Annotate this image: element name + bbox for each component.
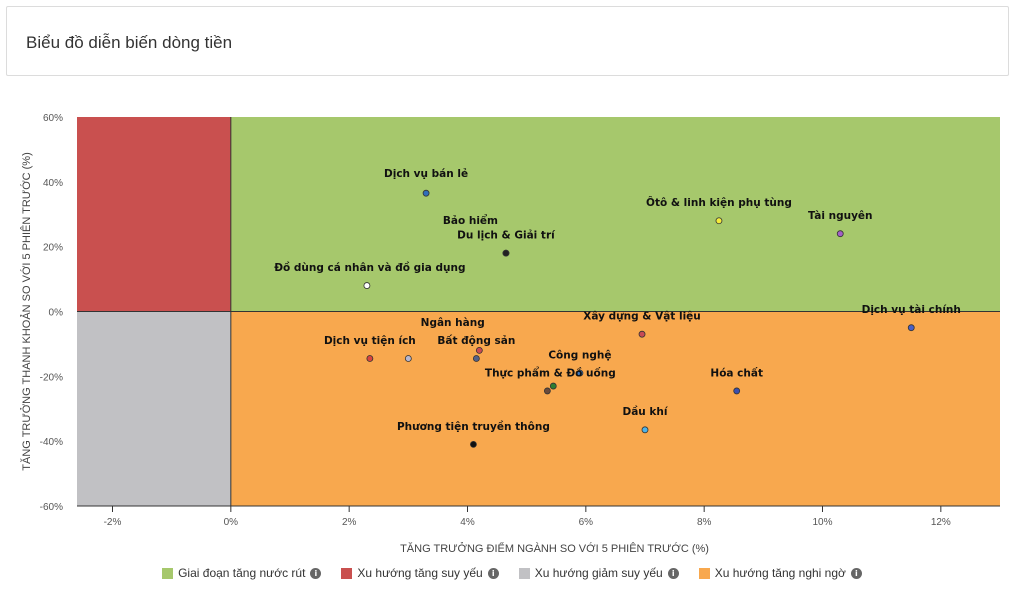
quadrant-top-left — [77, 117, 231, 312]
data-point — [422, 189, 430, 197]
data-point — [472, 355, 480, 362]
data-label: Đồ dùng cá nhân và đồ gia dụng — [274, 261, 465, 274]
quadrant-bottom-right — [230, 311, 1001, 506]
cashflow-scatter-chart: -2% 0% 2% 4% 6% 8% 10% 12% -60% -40% -20% 0% 20% 40% 6… — [20, 113, 1001, 555]
data-point — [366, 355, 374, 362]
data-label: Xây dựng & Vật liệu — [583, 311, 701, 323]
data-point — [549, 382, 557, 390]
data-label: Bảo hiểm — [443, 214, 498, 227]
data-point — [404, 355, 412, 362]
y-tick-label: -60% — [40, 502, 63, 513]
data-point — [641, 426, 649, 434]
info-icon[interactable]: i — [667, 567, 679, 579]
data-label: Ôtô & linh kiện phụ tùng — [646, 196, 792, 209]
legend-swatch — [162, 567, 174, 579]
data-point — [638, 330, 646, 338]
data-label: Ngân hàng — [421, 317, 485, 329]
y-tick-label: -40% — [40, 437, 63, 448]
y-tick-label: 0% — [49, 308, 64, 319]
x-tick-label: 10% — [812, 517, 832, 528]
data-label: Bất động sản — [437, 334, 515, 347]
info-icon[interactable]: i — [487, 567, 499, 579]
info-icon[interactable]: i — [850, 567, 862, 579]
y-tick-label: 20% — [43, 243, 63, 254]
quadrant-bottom-left — [77, 311, 231, 506]
x-tick-label: 0% — [224, 517, 239, 528]
data-point — [576, 369, 584, 377]
x-tick-label: -2% — [104, 517, 122, 528]
data-label: Thực phẩm & Đồ uống — [485, 366, 616, 379]
data-point — [836, 230, 844, 238]
legend-label: Giai đoạn tăng nước rút — [178, 566, 306, 580]
y-tick-label: -20% — [40, 372, 63, 383]
info-icon[interactable]: i — [310, 567, 322, 579]
x-tick-label: 12% — [931, 517, 951, 528]
legend-label: Xu hướng tăng suy yếu — [357, 566, 483, 580]
legend-label: Xu hướng giảm suy yếu — [534, 566, 663, 580]
x-tick-label: 4% — [460, 517, 475, 528]
data-label: Tài nguyên — [808, 210, 873, 222]
data-label: Du lịch & Giải trí — [457, 230, 556, 242]
y-tick-label: 60% — [43, 113, 63, 124]
x-tick-label: 2% — [342, 517, 357, 528]
quadrant-top-right — [230, 117, 1001, 312]
data-label: Phương tiện truyền thông — [397, 420, 550, 433]
data-label: Hóa chất — [710, 366, 763, 379]
x-tick-label: 8% — [697, 517, 712, 528]
data-label: Dầu khí — [623, 406, 669, 418]
data-point — [470, 441, 477, 448]
legend-item[interactable]: Giai đoạn tăng nước rút i — [162, 566, 322, 580]
legend-item[interactable]: Xu hướng tăng nghi ngờ i — [698, 566, 862, 580]
data-label: Dịch vụ bán lẻ — [384, 168, 468, 180]
data-label: Dịch vụ tiện ích — [324, 335, 416, 347]
data-point — [502, 249, 510, 257]
chart-legend: Giai đoạn tăng nước rút i Xu hướng tăng su… — [0, 564, 1024, 582]
data-point — [733, 387, 741, 395]
data-label: Dịch vụ tài chính — [862, 304, 961, 316]
data-point — [363, 282, 371, 289]
data-point — [907, 324, 915, 332]
legend-label: Xu hướng tăng nghi ngờ — [714, 566, 846, 580]
data-point — [475, 346, 483, 354]
data-point — [543, 387, 551, 395]
legend-item[interactable]: Xu hướng giảm suy yếu i — [518, 566, 679, 580]
x-tick-label: 6% — [579, 517, 594, 528]
x-axis-title: TĂNG TRƯỞNG ĐIỂM NGÀNH SO VỚI 5 PHIÊN TR… — [400, 542, 709, 555]
y-tick-label: 40% — [43, 178, 63, 189]
data-label: Công nghệ — [548, 350, 611, 362]
legend-swatch — [698, 567, 710, 579]
y-axis-title: TĂNG TRƯỞNG THANH KHOẢN SO VỚI 5 PHIÊN T… — [20, 152, 33, 470]
data-point — [715, 217, 723, 225]
legend-swatch — [341, 567, 353, 579]
legend-swatch — [518, 567, 530, 579]
legend-item[interactable]: Xu hướng tăng suy yếu i — [341, 566, 499, 580]
page-title: Biểu đồ diễn biến dòng tiền — [26, 33, 233, 52]
chart-title-card: Biểu đồ diễn biến dòng tiền — [6, 6, 1009, 76]
